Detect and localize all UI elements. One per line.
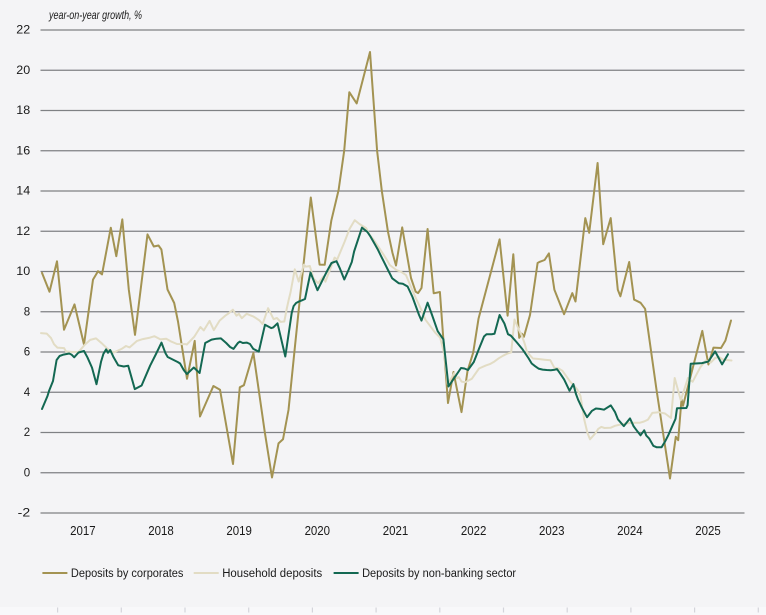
svg-text:20: 20 (16, 65, 30, 77)
svg-text:2020: 2020 (305, 524, 331, 538)
svg-text:0: 0 (24, 467, 30, 479)
svg-text:18: 18 (16, 105, 30, 117)
svg-text:22: 22 (16, 25, 30, 37)
svg-text:8: 8 (24, 306, 30, 318)
svg-text:2025: 2025 (695, 524, 721, 538)
svg-text:4: 4 (24, 387, 31, 399)
svg-text:Deposits by non-banking sector: Deposits by non-banking sector (362, 568, 516, 580)
svg-text:2019: 2019 (226, 524, 252, 538)
svg-text:2018: 2018 (148, 524, 174, 538)
svg-text:Household deposits: Household deposits (222, 568, 322, 580)
svg-text:2017: 2017 (70, 524, 96, 538)
svg-text:-2: -2 (18, 508, 31, 520)
svg-text:16: 16 (16, 145, 30, 157)
svg-text:year-on-year growth, %: year-on-year growth, % (48, 8, 142, 22)
svg-text:2022: 2022 (461, 524, 487, 538)
svg-text:2: 2 (24, 427, 30, 439)
svg-text:12: 12 (16, 226, 30, 238)
svg-text:Deposits by corporates: Deposits by corporates (71, 568, 184, 580)
svg-text:2024: 2024 (617, 524, 643, 538)
svg-text:2023: 2023 (539, 524, 565, 538)
svg-text:6: 6 (24, 347, 30, 359)
svg-text:10: 10 (16, 266, 30, 278)
svg-text:14: 14 (16, 186, 31, 198)
svg-text:2021: 2021 (383, 524, 409, 538)
